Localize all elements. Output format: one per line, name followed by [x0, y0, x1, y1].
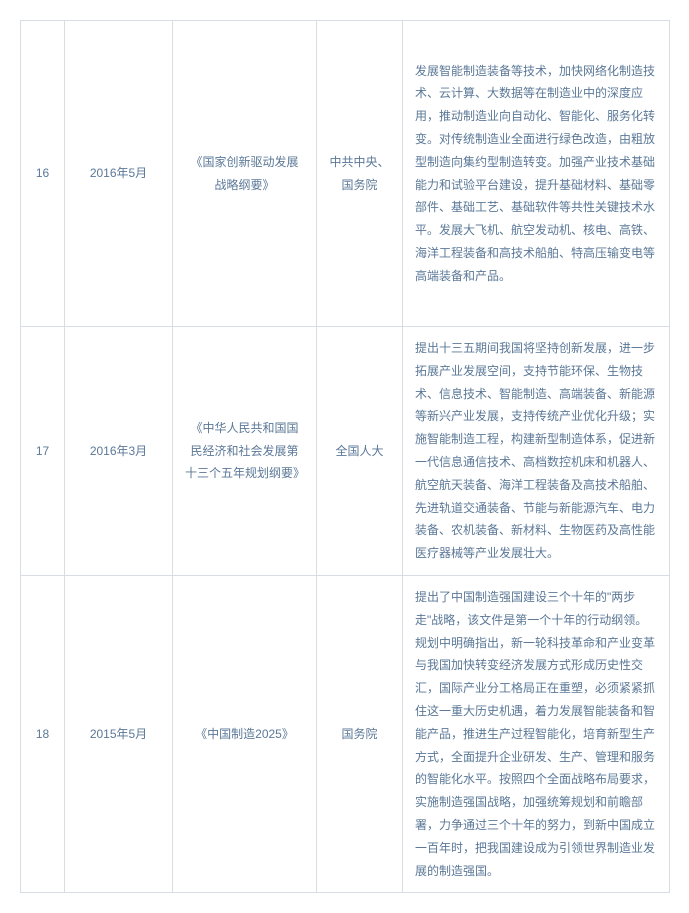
- cell-no: 17: [21, 327, 65, 576]
- table-row: 16 2016年5月 《国家创新驱动发展战略纲要》 中共中央、国务院 发展智能制…: [21, 21, 670, 327]
- cell-title: 《国家创新驱动发展战略纲要》: [173, 21, 317, 327]
- table-row: 18 2015年5月 《中国制造2025》 国务院 提出了中国制造强国建设三个十…: [21, 575, 670, 892]
- cell-no: 18: [21, 575, 65, 892]
- cell-date: 2015年5月: [65, 575, 173, 892]
- policy-table: 16 2016年5月 《国家创新驱动发展战略纲要》 中共中央、国务院 发展智能制…: [20, 20, 670, 893]
- table-row: 17 2016年3月 《中华人民共和国国民经济和社会发展第十三个五年规划纲要》 …: [21, 327, 670, 576]
- cell-title: 《中华人民共和国国民经济和社会发展第十三个五年规划纲要》: [173, 327, 317, 576]
- policy-table-body: 16 2016年5月 《国家创新驱动发展战略纲要》 中共中央、国务院 发展智能制…: [21, 21, 670, 893]
- cell-no: 16: [21, 21, 65, 327]
- cell-issuer: 国务院: [317, 575, 403, 892]
- cell-issuer: 中共中央、国务院: [317, 21, 403, 327]
- cell-issuer: 全国人大: [317, 327, 403, 576]
- cell-date: 2016年5月: [65, 21, 173, 327]
- cell-desc: 提出十三五期间我国将坚持创新发展，进一步拓展产业发展空间，支持节能环保、生物技术…: [403, 327, 670, 576]
- cell-desc: 提出了中国制造强国建设三个十年的"两步走"战略，该文件是第一个十年的行动纲领。规…: [403, 575, 670, 892]
- cell-date: 2016年3月: [65, 327, 173, 576]
- cell-title: 《中国制造2025》: [173, 575, 317, 892]
- cell-desc: 发展智能制造装备等技术，加快网络化制造技术、云计算、大数据等在制造业中的深度应用…: [403, 21, 670, 327]
